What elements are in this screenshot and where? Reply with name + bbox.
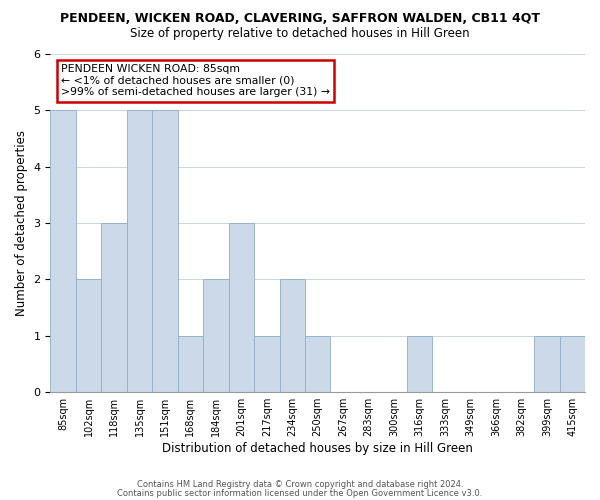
Bar bbox=[254, 336, 280, 392]
X-axis label: Distribution of detached houses by size in Hill Green: Distribution of detached houses by size … bbox=[162, 442, 473, 455]
Text: Size of property relative to detached houses in Hill Green: Size of property relative to detached ho… bbox=[130, 28, 470, 40]
Bar bbox=[560, 336, 585, 392]
Bar bbox=[229, 223, 254, 392]
Bar bbox=[305, 336, 331, 392]
Bar bbox=[534, 336, 560, 392]
Bar bbox=[127, 110, 152, 392]
Bar bbox=[152, 110, 178, 392]
Text: PENDEEN WICKEN ROAD: 85sqm
← <1% of detached houses are smaller (0)
>99% of semi: PENDEEN WICKEN ROAD: 85sqm ← <1% of deta… bbox=[61, 64, 330, 98]
Bar bbox=[203, 280, 229, 392]
Bar bbox=[407, 336, 432, 392]
Bar bbox=[178, 336, 203, 392]
Text: PENDEEN, WICKEN ROAD, CLAVERING, SAFFRON WALDEN, CB11 4QT: PENDEEN, WICKEN ROAD, CLAVERING, SAFFRON… bbox=[60, 12, 540, 26]
Bar bbox=[101, 223, 127, 392]
Text: Contains HM Land Registry data © Crown copyright and database right 2024.: Contains HM Land Registry data © Crown c… bbox=[137, 480, 463, 489]
Bar bbox=[50, 110, 76, 392]
Bar bbox=[76, 280, 101, 392]
Y-axis label: Number of detached properties: Number of detached properties bbox=[15, 130, 28, 316]
Text: Contains public sector information licensed under the Open Government Licence v3: Contains public sector information licen… bbox=[118, 489, 482, 498]
Bar bbox=[280, 280, 305, 392]
